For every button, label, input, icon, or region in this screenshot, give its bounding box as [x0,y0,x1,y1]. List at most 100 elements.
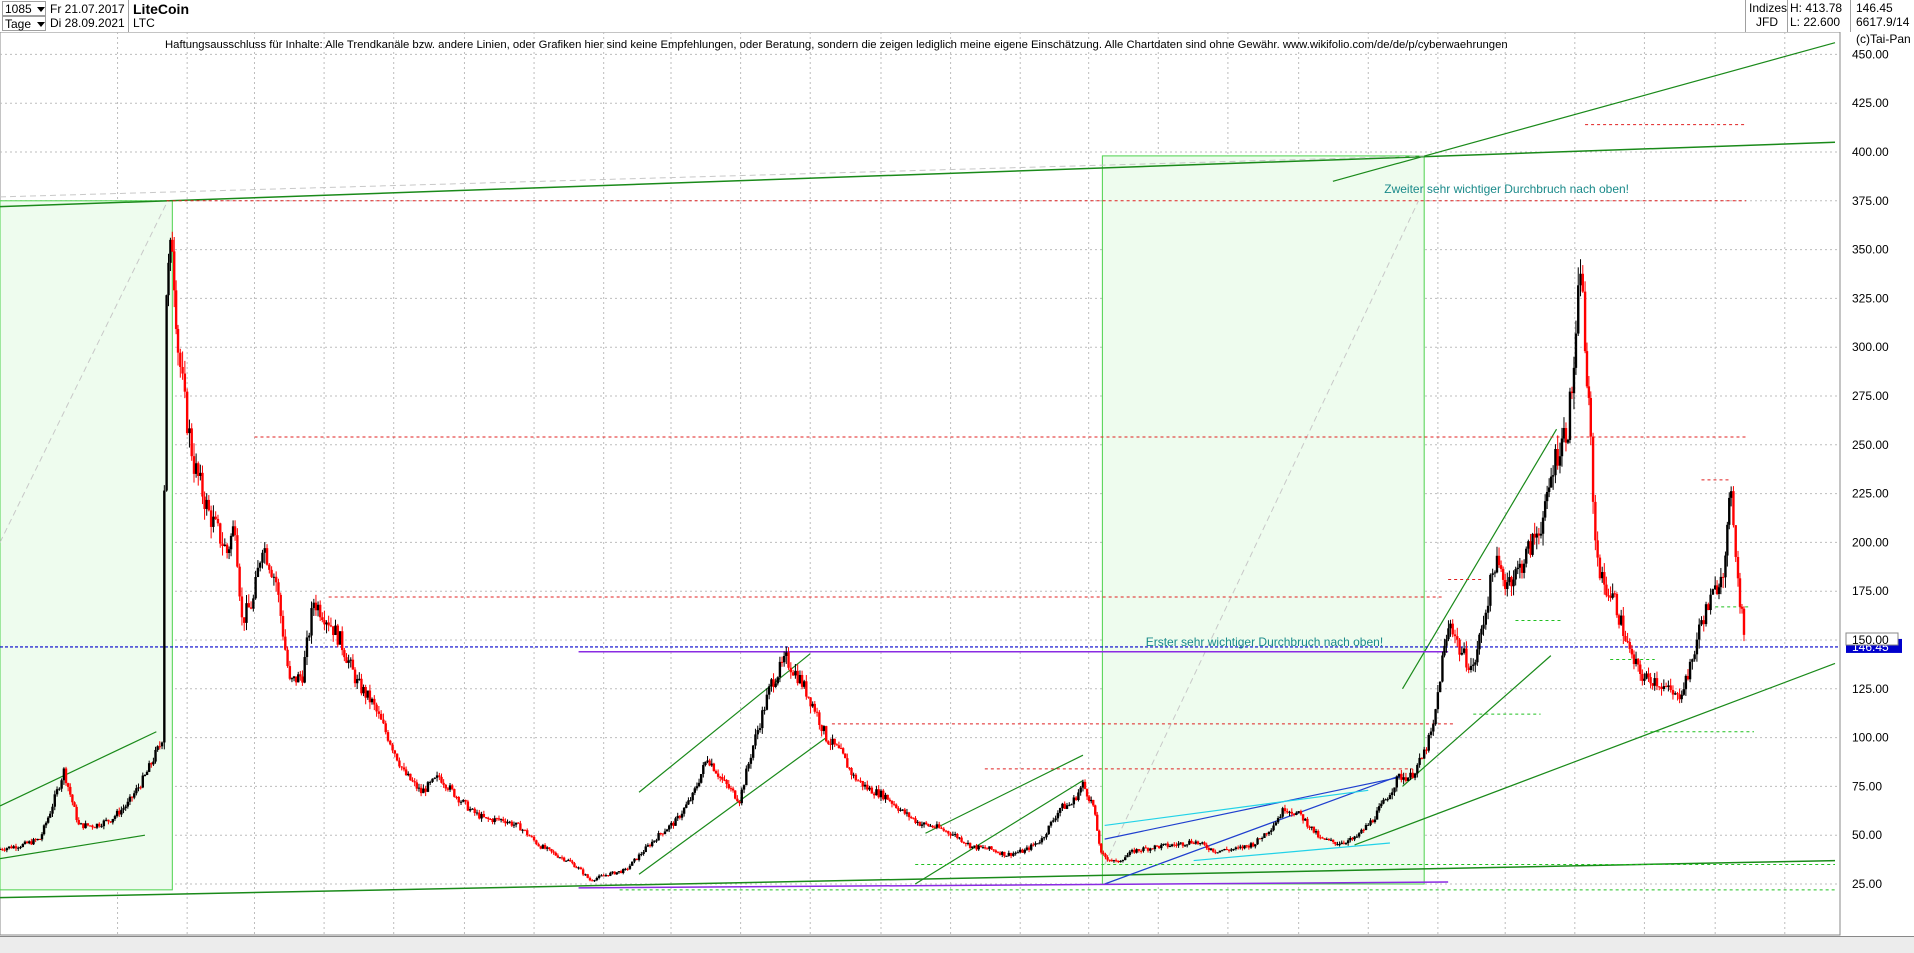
candle-body [301,676,304,683]
candle [1168,844,1172,848]
candle-body [820,724,823,732]
candle-body [64,768,68,784]
candle [1085,788,1089,800]
candle [1422,746,1426,759]
candle [370,697,374,705]
candle [996,851,1000,854]
candle-body [1541,517,1545,534]
candle [1449,619,1452,637]
candle-body [1476,649,1479,663]
candle [227,546,231,560]
candle [1351,837,1354,841]
candle-body [32,839,35,845]
candle-body [650,841,654,847]
candle [1707,602,1710,611]
candle-body [1360,829,1363,834]
period-select[interactable]: Tage [2,16,46,31]
candle [539,845,542,850]
candle-body [731,788,735,791]
candle-body [1402,777,1405,780]
candle [693,786,697,796]
candle-body [98,823,101,827]
candle-body [279,594,282,616]
candle-body [729,788,733,790]
candle [1009,852,1013,859]
candle-body [1072,797,1076,805]
candle [499,818,503,823]
candle [205,493,208,516]
candle [1660,682,1663,696]
candle [223,538,227,547]
candle-body [837,745,841,749]
candle [355,674,359,690]
candle-body [1306,818,1309,827]
candle-body [1413,773,1417,778]
candle-body [1738,578,1742,607]
candle-body [1042,837,1046,839]
candle-body [457,796,460,803]
candle [455,795,458,800]
candle [7,846,11,850]
candle [79,822,83,825]
candle-body [778,661,782,678]
candle-body [1522,563,1526,573]
candle [820,724,823,737]
candle-body [497,818,501,820]
candle [1658,686,1661,691]
candle-body [1641,674,1644,681]
candle-body [648,845,652,847]
candle [325,620,328,634]
candle-body [1094,805,1097,815]
candle [866,780,869,792]
candle-body [693,788,697,793]
candle-body [1636,658,1640,665]
candle [695,782,699,791]
candle-body [171,239,174,252]
candle [258,561,262,572]
candle-body [571,861,574,864]
candle [294,676,298,686]
count-select[interactable]: 1085 [2,1,46,16]
candle [424,785,427,797]
candle-body [1047,825,1050,835]
candle [1173,842,1176,848]
candle-body [1709,594,1712,611]
candle-body [747,763,750,769]
candle-body [268,564,271,570]
candle [1704,601,1708,627]
candle [723,775,726,782]
candle [480,811,483,822]
candle [1434,708,1437,726]
candle [183,360,187,399]
candle [971,846,974,850]
candle [102,819,106,830]
y-tick-label: 250.00 [1852,438,1889,452]
candle-body [55,789,59,795]
candle [1738,572,1742,614]
candle [807,696,810,699]
candle-body [1144,847,1147,849]
candle [1508,570,1511,586]
trendline-guide [0,200,169,543]
candle [736,795,739,802]
candle-body [1416,764,1419,774]
candle [199,464,202,481]
y-tick-label: 200.00 [1852,535,1889,549]
candle [249,601,253,610]
candle [565,860,568,862]
candle-body [1373,819,1377,823]
candle [1568,387,1572,444]
candle [1486,596,1490,620]
candle [1047,825,1050,836]
candle-body [631,861,634,866]
candle-body [1188,840,1191,845]
annotations: Zweiter sehr wichtiger Durchbruch nach o… [1146,182,1629,649]
candle [448,782,452,792]
candle-body [593,880,596,882]
candle [1539,521,1543,539]
candle-body [1704,604,1708,625]
candle [815,707,819,717]
candle-body [398,760,401,767]
candle [1207,845,1211,853]
